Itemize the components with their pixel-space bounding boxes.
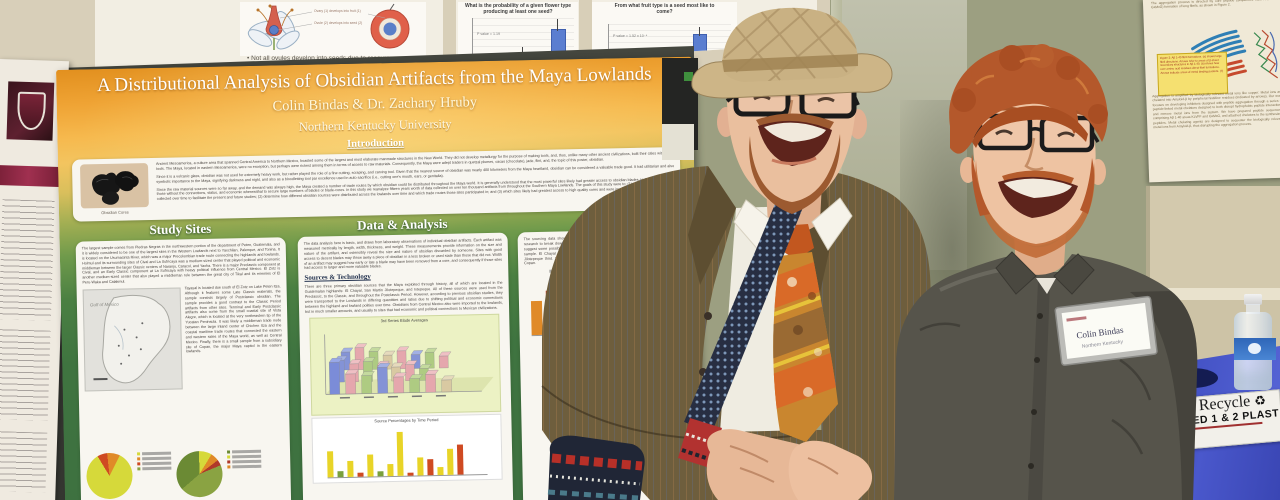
collar-right	[811, 197, 853, 251]
pie-legend	[227, 450, 262, 471]
pie-chart-sources-1	[86, 452, 133, 500]
seed-bullet-label: Not all ovules develop into seeds due to…	[251, 55, 394, 62]
collar-left	[995, 251, 1037, 295]
seed-bullet-text: • Not all ovules develop into seeds due …	[247, 55, 394, 62]
undershirt	[1036, 278, 1056, 294]
tag-logo	[1066, 316, 1087, 322]
bottle-body	[1234, 312, 1276, 390]
name-tag: Colin Bindas Northern Kentucky	[1054, 295, 1158, 366]
obsidian-poster: A Distributional Analysis of Obsidian Ar…	[56, 56, 702, 500]
error-whisker	[522, 47, 523, 55]
fedora-hat	[691, 7, 893, 99]
red-curly-hair	[949, 44, 1108, 154]
bottle-neck	[1246, 304, 1260, 314]
seed-chart1-title: What is the probability of a given flowe…	[464, 3, 572, 16]
bottle-cap	[1244, 294, 1262, 305]
nose	[1024, 137, 1044, 171]
bottle-label	[1234, 338, 1276, 360]
data-analysis-box: The data analysis here is basic, and dra…	[297, 232, 514, 500]
obsidian-caption: Obsidian Cores	[101, 209, 129, 216]
bottle-logo	[1248, 343, 1261, 354]
obsidian-cores-shapes	[92, 171, 139, 205]
seed-chart2-note: P value = 1.52 x 10⁻⁴	[613, 34, 648, 38]
right-eye	[817, 97, 835, 103]
data-analysis-heading: Data & Analysis	[357, 215, 448, 233]
left-eye	[995, 129, 1013, 136]
poster-text-block	[0, 431, 48, 493]
ovule-label: Ovule (2) develops into seed (2)	[314, 21, 363, 25]
sources-p1: There are three primary obsidian sources…	[304, 280, 504, 314]
teeth	[1004, 178, 1072, 198]
pie-charts-row	[86, 450, 262, 500]
seed-chart1-note: P value = 1.19	[477, 32, 501, 36]
knit-bag	[547, 435, 645, 500]
button-placket	[1028, 282, 1050, 500]
right-sideburn	[1080, 158, 1095, 214]
pie-chart-sources-2	[176, 450, 223, 498]
study-sites-box: The largest sample comes from Piedras Ne…	[75, 237, 292, 500]
maroon-banner	[0, 165, 60, 187]
man-left-researcher	[541, 7, 932, 500]
poster-gap	[443, 0, 456, 70]
poster-text-block	[0, 199, 55, 321]
intro-box: Obsidian Cores Ancient Mesoamerica, a cu…	[71, 146, 682, 222]
blade-averages-3d-chart: 3rd Series Blade Averages	[309, 313, 502, 416]
right-eye	[1057, 131, 1075, 138]
barchart-bars	[326, 425, 488, 478]
man-right-researcher: Colin Bindas Northern Kentucky	[894, 44, 1198, 500]
green-sticker	[684, 72, 693, 81]
ovary-label: Ovary (1) develops into fruit (1)	[314, 9, 361, 13]
poster-fragment	[662, 124, 694, 160]
teeth	[764, 122, 826, 142]
seed-chart2-title: From what fruit type is a seed most like…	[614, 3, 715, 16]
error-whisker	[699, 27, 700, 36]
barchart-title: Source Percentages by Time Period	[374, 416, 439, 423]
woven-strap	[684, 192, 806, 432]
beard	[975, 160, 1095, 258]
study-sites-heading: Study Sites	[149, 220, 212, 238]
flower-fruit-diagram	[247, 3, 410, 50]
sources-tech-heading: Sources & Technology	[304, 272, 371, 283]
amyloid-poster: The aggregation process is directed by c…	[1142, 0, 1280, 183]
study-p1: The largest sample comes from Piedras Ne…	[81, 242, 281, 285]
university-shield-logo	[6, 81, 55, 141]
map-gulf-label: Gulf of Mexico	[90, 302, 119, 308]
goatee	[749, 134, 841, 214]
data-p1: The data analysis here is basic, and dra…	[303, 237, 503, 271]
recycle-icon: ♻	[1253, 393, 1267, 410]
shield-icon	[16, 91, 46, 131]
obsidian-cores-photo	[79, 163, 149, 209]
source-percentages-chart: Source Percentages by Time Period	[311, 413, 503, 484]
clasped-hands	[706, 429, 873, 500]
flower-diagram-panel: Ovary (1) develops into fruit (1) Ovule …	[240, 2, 426, 56]
collar-right	[1053, 253, 1095, 295]
error-whisker	[557, 19, 558, 31]
pie-legend	[137, 451, 172, 473]
water-bottle	[1232, 294, 1276, 390]
poster-text-block	[0, 329, 51, 421]
chem-p1: The aggregation process is directed by c…	[1150, 0, 1277, 10]
left-sideburn	[971, 154, 990, 216]
maya-region-map: Gulf of Mexico	[82, 287, 183, 392]
name-tag-affiliation: Northern Kentucky	[1082, 339, 1124, 350]
